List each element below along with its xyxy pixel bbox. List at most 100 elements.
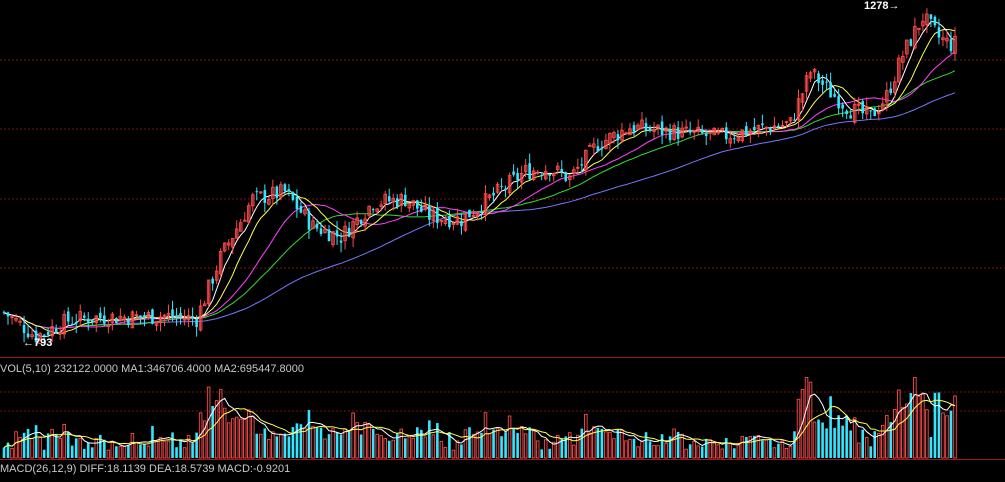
volume-bar (620, 429, 624, 459)
candle-body (295, 196, 299, 210)
volume-bar (877, 432, 881, 459)
volume-bar (724, 438, 728, 458)
volume-bar (736, 444, 741, 459)
candle-body (151, 309, 154, 324)
volume-bar (359, 434, 363, 458)
candle-body (26, 333, 30, 338)
volume-bar (411, 437, 416, 459)
candle-body (632, 125, 636, 133)
ma5-line (3, 21, 956, 338)
candle-body (800, 93, 805, 103)
volume-bar (451, 449, 456, 459)
volume-bar (2, 447, 6, 458)
candle-body (18, 320, 22, 323)
candle-body (941, 37, 945, 41)
volume-bar (307, 410, 311, 458)
volume-bar (672, 428, 676, 459)
volume-bar (716, 444, 721, 459)
candle-body (42, 334, 46, 336)
candle-body (692, 130, 696, 133)
candle-body (512, 171, 515, 175)
candle-body (925, 13, 929, 25)
candle-body (375, 208, 379, 212)
candle-body (267, 199, 271, 205)
volume-bar (596, 427, 600, 458)
candle-body (949, 39, 953, 52)
volume-bar (70, 445, 74, 458)
candle-body (548, 174, 552, 176)
volume-bar (331, 428, 335, 459)
volume-bar (347, 429, 351, 458)
candle-body (139, 315, 142, 318)
volume-bar (66, 432, 70, 458)
candle-body (688, 129, 692, 133)
candle-body (772, 125, 777, 130)
candle-body (841, 104, 844, 109)
candle-body (873, 108, 877, 117)
volume-bar (909, 393, 913, 458)
candle-body (572, 169, 576, 174)
volume-bar (772, 447, 777, 459)
volume-bar (648, 441, 652, 458)
candle-body (933, 16, 937, 26)
volume-bar (287, 436, 291, 458)
volume-bar (130, 433, 135, 459)
candle-body (745, 126, 748, 136)
volume-bar (90, 447, 94, 458)
volume-bar (110, 441, 115, 459)
volume-bar (869, 446, 873, 458)
candle-body (620, 129, 624, 141)
volume-bar (343, 428, 347, 459)
volume-bar (311, 425, 315, 459)
volume-bar (644, 432, 648, 458)
volume-bar (712, 442, 716, 459)
candle-body (921, 20, 925, 27)
volume-bar (106, 449, 111, 459)
volume-bar (784, 448, 789, 459)
candle-body (407, 203, 412, 209)
volume-bar (688, 444, 692, 458)
macd-diff-value: DIFF:18.1139 (79, 463, 146, 475)
candle-body (708, 131, 712, 134)
volume-bar (99, 434, 102, 458)
volume-bar (500, 436, 503, 458)
candle-body (825, 81, 828, 83)
candle-body (134, 314, 139, 317)
volume-bar (463, 429, 468, 459)
volume-bar (881, 424, 885, 459)
volume-bar (18, 436, 22, 459)
volume-bar (186, 435, 191, 459)
candle-body (287, 189, 291, 192)
volume-bar (492, 429, 495, 458)
candle-body (30, 334, 34, 338)
candle-body (106, 325, 111, 328)
candle-body (680, 127, 684, 138)
candle-body (230, 238, 235, 248)
volume-bar (271, 431, 275, 459)
candle-body (158, 316, 163, 324)
volume-bar (901, 406, 905, 459)
volume-bar (443, 446, 448, 459)
volume-bar (50, 429, 54, 459)
volume-bar (632, 438, 636, 458)
volume-bar (195, 432, 198, 458)
volume-bar (572, 444, 576, 459)
candle-body (46, 331, 50, 336)
volume-bar (777, 443, 780, 458)
candle-body (94, 315, 99, 324)
candle-body (335, 230, 339, 237)
volume-bar (475, 431, 480, 459)
candle-body (115, 318, 118, 323)
volume-bar (335, 432, 339, 458)
volume-bar (387, 440, 391, 458)
candle-body (500, 185, 503, 187)
candle-body (636, 124, 640, 130)
volume-bar (6, 442, 10, 458)
candle-body (640, 119, 644, 130)
candle-body (339, 240, 343, 243)
volume-bar (243, 418, 247, 459)
volume-bar (769, 439, 772, 458)
candle-body (22, 324, 26, 334)
candle-body (555, 165, 560, 170)
candle-body (331, 231, 335, 246)
